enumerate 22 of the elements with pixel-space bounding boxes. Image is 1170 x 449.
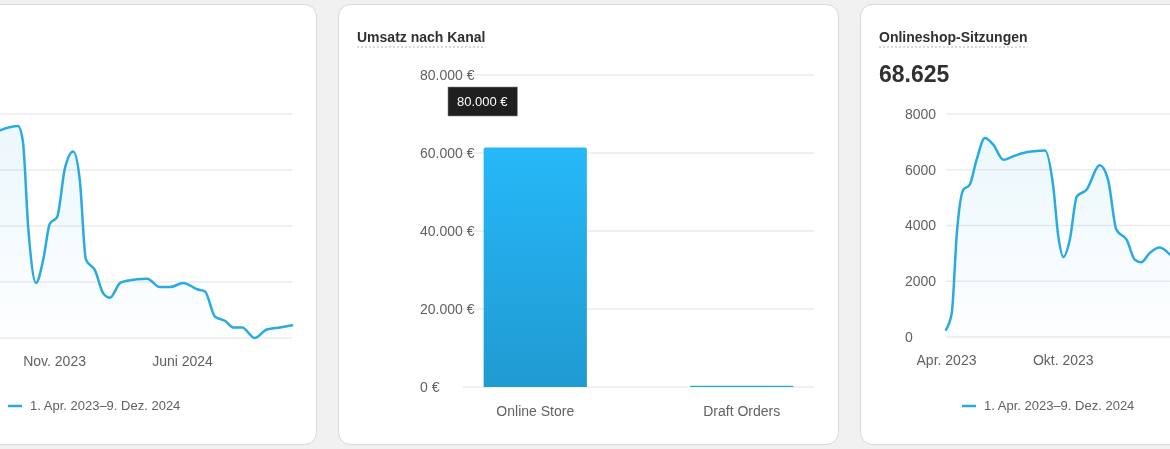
chart-subtitle: 68.625 (879, 61, 950, 87)
x-tick-label: Juni 2024 (152, 352, 214, 369)
x-tick-label: Online Store (496, 402, 575, 419)
x-tick-label: Draft Orders (703, 402, 781, 419)
y-tick-label: 4000 (905, 217, 937, 234)
y-tick-label: 0 € (420, 378, 440, 395)
y-tick-label: 6000 (905, 161, 937, 178)
y-tick-label: 40.000 € (420, 222, 475, 239)
chart-title: Umsatz nach Kanal (357, 29, 486, 45)
annotation: 80.000 € (457, 94, 509, 109)
x-tick-label: Okt. 2023 (1032, 351, 1094, 368)
x-tick-label: Apr. 2023 (916, 351, 977, 368)
legend-label: 1. Apr. 2023–9. Dez. 2024 (984, 398, 1135, 413)
y-tick-label: 0 (905, 328, 913, 345)
y-tick-label: 80.000 € (420, 66, 475, 83)
chart-title: Onlineshop-Sitzungen (879, 29, 1028, 45)
x-tick-label: Nov. 2023 (23, 352, 87, 369)
legend-label: 1. Apr. 2023–9. Dez. 2024 (30, 398, 181, 413)
y-tick-label: 60.000 € (420, 144, 475, 161)
y-tick-label: 2000 (905, 273, 937, 290)
y-tick-label: 20.000 € (420, 300, 475, 317)
y-tick-label: 8000 (905, 105, 937, 122)
